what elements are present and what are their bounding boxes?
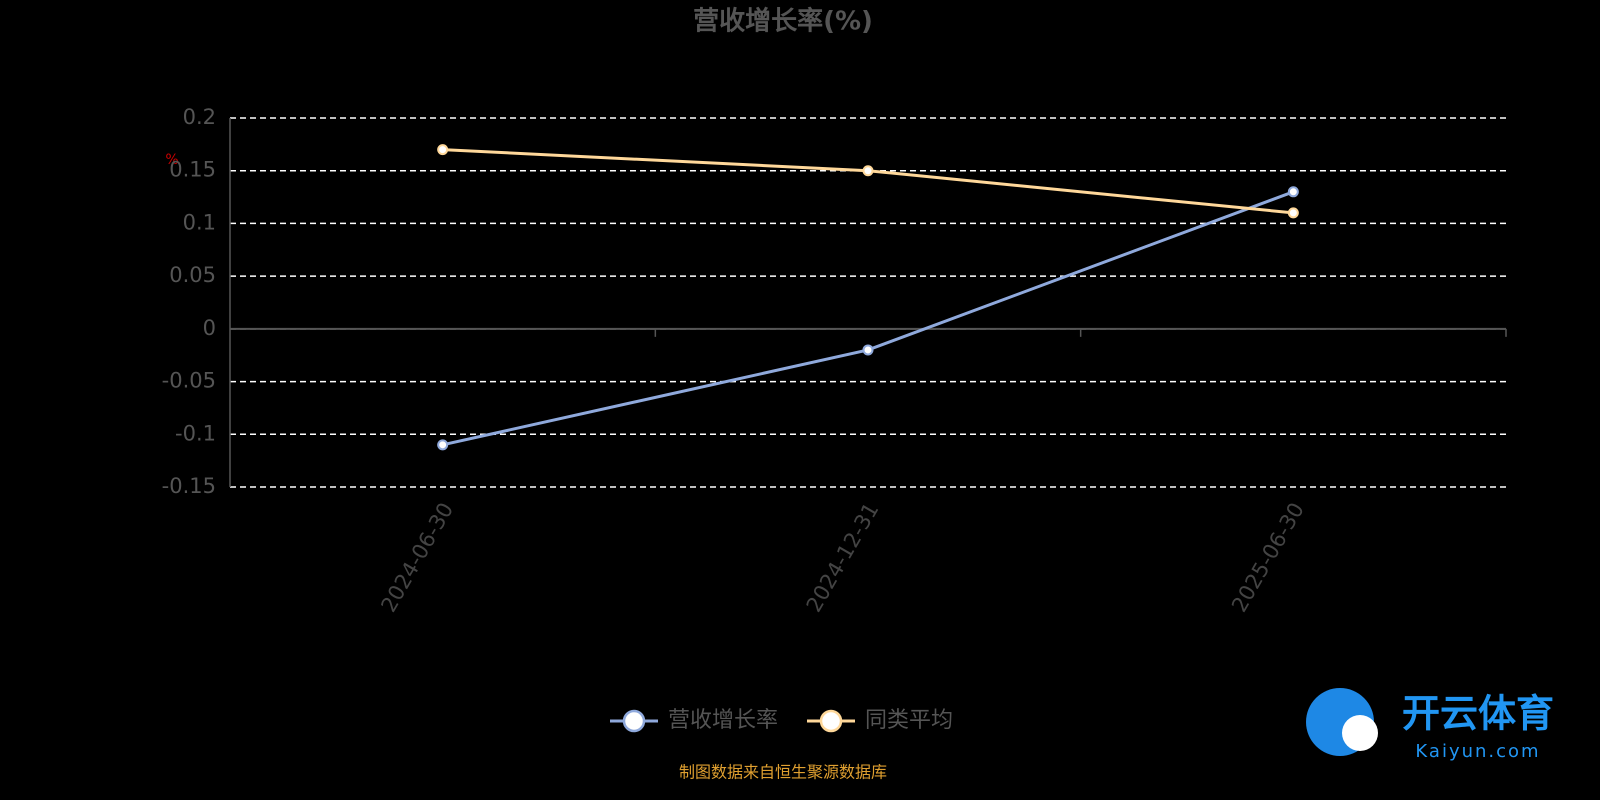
- y-tick-label: -0.1: [175, 421, 216, 445]
- point: [437, 144, 449, 156]
- x-tick-label: 2024-06-30: [376, 498, 458, 616]
- legend-marker: [819, 709, 843, 733]
- legend-label: 营收增长率: [668, 708, 778, 733]
- x-tick-label: 2024-12-31: [802, 499, 884, 617]
- watermark: 开云体育 Kaiyun.com: [1306, 688, 1554, 762]
- point: [862, 165, 874, 177]
- logo-ball: [1342, 715, 1378, 751]
- series-line: [442, 148, 1294, 215]
- y-tick-label: -0.15: [162, 474, 216, 498]
- y-tick-label: 0.1: [183, 210, 216, 234]
- y-unit: %: [165, 152, 178, 168]
- point: [862, 344, 874, 356]
- point: [1287, 207, 1299, 219]
- x-tick-label: 2025-06-30: [1227, 499, 1309, 617]
- y-tick-label: 0.2: [183, 105, 216, 129]
- y-tick-label: 0.05: [169, 263, 216, 287]
- y-tick-label: 0.15: [169, 158, 216, 182]
- source-note: 制图数据来自恒生聚源数据库: [679, 763, 887, 782]
- watermark-name: 开云体育: [1402, 692, 1554, 736]
- legend-label: 同类平均: [865, 708, 953, 733]
- legend-marker: [622, 709, 646, 733]
- y-tick-label: -0.05: [162, 369, 216, 393]
- point: [437, 439, 449, 451]
- y-tick-label: 0: [203, 316, 216, 340]
- watermark-url: Kaiyun.com: [1415, 741, 1540, 762]
- series-line: [442, 190, 1294, 447]
- point: [1287, 186, 1299, 198]
- chart-title: 营收增长率(%): [693, 6, 873, 37]
